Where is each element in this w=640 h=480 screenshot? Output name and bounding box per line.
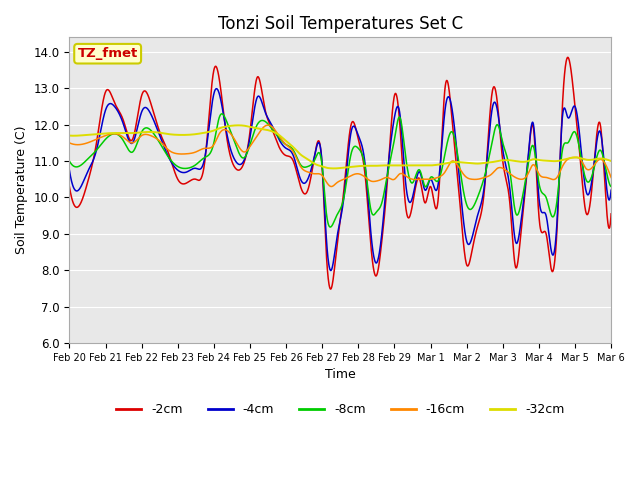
Line: -8cm: -8cm — [69, 114, 611, 227]
-8cm — [93, 146, 101, 152]
-2cm — [592, 143, 600, 148]
Legend: -2cm, -4cm, -8cm, -16cm, -32cm: -2cm, -4cm, -8cm, -16cm, -32cm — [111, 398, 570, 421]
-2cm — [65, 184, 73, 190]
-16cm — [65, 140, 73, 146]
-4cm — [315, 140, 323, 145]
-4cm — [592, 147, 600, 153]
-16cm — [264, 122, 272, 128]
Line: -32cm: -32cm — [69, 125, 611, 168]
-16cm — [328, 184, 335, 190]
-32cm — [592, 156, 600, 162]
-32cm — [315, 163, 323, 168]
-32cm — [493, 158, 500, 164]
-16cm — [493, 166, 500, 172]
-2cm — [315, 138, 323, 144]
Y-axis label: Soil Temperature (C): Soil Temperature (C) — [15, 126, 28, 254]
-2cm — [327, 286, 335, 292]
-16cm — [607, 175, 615, 180]
-4cm — [212, 86, 220, 92]
-2cm — [564, 54, 572, 60]
-4cm — [327, 268, 335, 274]
-4cm — [493, 103, 500, 109]
-32cm — [65, 132, 73, 138]
-4cm — [607, 187, 615, 193]
-4cm — [65, 167, 73, 173]
Title: Tonzi Soil Temperatures Set C: Tonzi Soil Temperatures Set C — [218, 15, 463, 33]
-32cm — [329, 166, 337, 171]
-2cm — [592, 140, 600, 145]
-8cm — [326, 224, 334, 230]
-32cm — [607, 158, 615, 164]
-4cm — [330, 259, 337, 265]
-16cm — [330, 183, 337, 189]
Text: TZ_fmet: TZ_fmet — [77, 47, 138, 60]
-4cm — [93, 145, 101, 151]
-32cm — [330, 166, 338, 171]
-8cm — [65, 158, 73, 164]
-2cm — [93, 136, 101, 142]
-16cm — [93, 136, 101, 142]
Line: -2cm: -2cm — [69, 57, 611, 289]
-16cm — [315, 171, 323, 177]
-8cm — [493, 122, 500, 128]
-2cm — [329, 277, 337, 283]
-16cm — [592, 160, 600, 166]
-8cm — [592, 158, 600, 164]
-4cm — [592, 145, 600, 151]
-2cm — [492, 91, 500, 97]
-8cm — [315, 150, 323, 156]
-32cm — [592, 156, 600, 162]
-32cm — [235, 122, 243, 128]
-8cm — [218, 111, 225, 117]
-2cm — [607, 211, 615, 216]
-16cm — [592, 160, 600, 166]
Line: -4cm: -4cm — [69, 89, 611, 271]
X-axis label: Time: Time — [325, 368, 356, 381]
-8cm — [607, 184, 615, 190]
Line: -16cm: -16cm — [69, 125, 611, 187]
-32cm — [93, 131, 101, 137]
-8cm — [592, 157, 600, 163]
-8cm — [330, 220, 337, 226]
